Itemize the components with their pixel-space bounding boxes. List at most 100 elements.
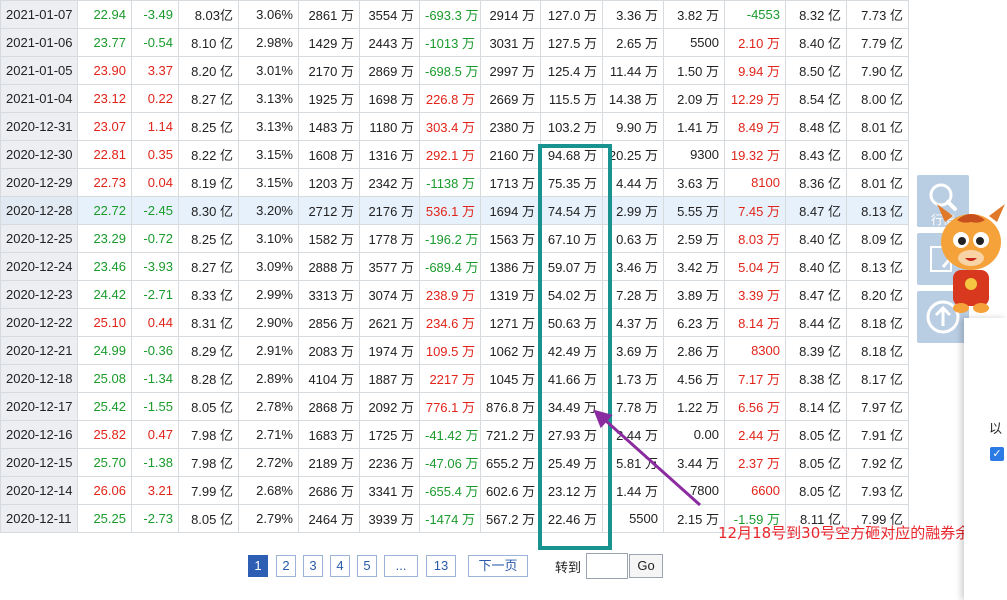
date-cell: 2020-12-28 [0,196,78,225]
page-button[interactable]: 5 [357,555,377,577]
back-to-top-button[interactable] [917,291,969,343]
value-cell: 8.25 亿 [178,224,239,253]
value-cell: 7.90 亿 [846,56,909,85]
value-cell: 2.90% [238,308,299,337]
value-cell: 7.92 亿 [846,448,909,477]
value-cell: 3313 万 [298,280,360,309]
value-cell: 50.63 万 [540,308,603,337]
table-row: 2020-12-15 25.70 -1.38 7.98 亿 2.72% 2189 万 223… [0,448,909,477]
value-cell: 34.49 万 [540,392,603,421]
value-cell: 7.99 亿 [846,504,909,533]
value-cell: 2712 万 [298,196,360,225]
goto-label: 转到 [555,560,582,575]
popup-checkbox[interactable]: ✓ [990,447,1004,461]
page-button[interactable]: 1 [248,555,268,577]
value-cell: 2236 万 [359,448,420,477]
page-button[interactable]: 3 [303,555,323,577]
value-cell: 0.44 [131,308,179,337]
value-cell: 2.10 万 [724,28,786,57]
value-cell: 8.22 亿 [178,140,239,169]
date-cell: 2020-12-21 [0,336,78,365]
value-cell: 54.02 万 [540,280,603,309]
value-cell: 127.5 万 [540,28,603,57]
table-row: 2021-01-06 23.77 -0.54 8.10 亿 2.98% 1429 万 244… [0,28,909,57]
value-cell: 19.32 万 [724,140,786,169]
value-cell: 2868 万 [298,392,360,421]
value-cell: -1474 万 [419,504,481,533]
value-cell: 8.05 亿 [785,448,847,477]
value-cell: 7.79 亿 [846,28,909,57]
value-cell: 7.98 亿 [178,448,239,477]
value-cell: 9.94 万 [724,56,786,85]
date-cell: 2020-12-16 [0,420,78,449]
value-cell: 1563 万 [480,224,541,253]
date-cell: 2020-12-14 [0,476,78,505]
value-cell: 8.33 亿 [178,280,239,309]
value-cell: -1138 万 [419,168,481,197]
value-cell: 3.09% [238,252,299,281]
value-cell: -0.36 [131,336,179,365]
value-cell: 2.68% [238,476,299,505]
table-row: 2020-12-21 24.99 -0.36 8.29 亿 2.91% 2083 万 197… [0,336,909,365]
value-cell: 22.94 [77,0,132,29]
arrow-up-icon [926,300,960,334]
value-cell: 8.30 亿 [178,196,239,225]
value-cell: 5500 [663,28,725,57]
value-cell: 3.82 万 [663,0,725,29]
value-cell: 12.29 万 [724,84,786,113]
value-cell: 1608 万 [298,140,360,169]
table-body: 2021-01-07 22.94 -3.49 8.03亿 3.06% 2861 万 3554… [0,0,909,533]
value-cell: 2914 万 [480,0,541,29]
date-cell: 2020-12-24 [0,252,78,281]
page-button[interactable]: 2 [276,555,296,577]
value-cell: 2861 万 [298,0,360,29]
date-cell: 2020-12-15 [0,448,78,477]
value-cell: 1.22 万 [663,392,725,421]
value-cell: 8.05 亿 [785,420,847,449]
goto-page-input[interactable] [586,553,628,579]
value-cell: 2342 万 [359,168,420,197]
value-cell: 7.98 亿 [178,420,239,449]
page-button[interactable]: 13 [426,555,456,577]
value-cell: 3.36 万 [602,0,664,29]
go-button[interactable]: Go [629,554,663,578]
value-cell: 8.40 亿 [785,28,847,57]
value-cell: 2.99% [238,280,299,309]
search-icon [929,183,957,211]
value-cell: 8.43 亿 [785,140,847,169]
value-cell: -1.55 [131,392,179,421]
value-cell: 3.15% [238,140,299,169]
table-row: 2020-12-11 25.25 -2.73 8.05 亿 2.79% 2464 万 393… [0,504,909,533]
value-cell: 8.39 亿 [785,336,847,365]
value-cell: 3939 万 [359,504,420,533]
value-cell: 4.56 万 [663,364,725,393]
table-row: 2020-12-16 25.82 0.47 7.98 亿 2.71% 1683 万 1725… [0,420,909,449]
value-cell: 7.91 亿 [846,420,909,449]
value-cell: 23.77 [77,28,132,57]
date-cell: 2020-12-29 [0,168,78,197]
value-cell: 3.69 万 [602,336,664,365]
value-cell: 4.37 万 [602,308,664,337]
value-cell: 22.73 [77,168,132,197]
value-cell: 0.22 [131,84,179,113]
table-row: 2020-12-29 22.73 0.04 8.19 亿 3.15% 1203 万 2342… [0,168,909,197]
value-cell: 1698 万 [359,84,420,113]
next-page-button[interactable]: 下一页 [468,555,528,577]
value-cell: 8.14 亿 [785,392,847,421]
value-cell: 3.01% [238,56,299,85]
value-cell: 23.12 [77,84,132,113]
value-cell: 8.20 亿 [846,280,909,309]
page-button[interactable]: 4 [330,555,350,577]
value-cell: 2083 万 [298,336,360,365]
value-cell: 7.93 亿 [846,476,909,505]
value-cell: 8.32 亿 [785,0,847,29]
value-cell: 7.17 万 [724,364,786,393]
value-cell: 5.55 万 [663,196,725,225]
annotation-note: 12月18号到30号空方砸对应的融券余量 [718,524,986,542]
value-cell: -4553 [724,0,786,29]
value-cell: 25.25 [77,504,132,533]
value-cell: 2464 万 [298,504,360,533]
value-cell: 8.31 亿 [178,308,239,337]
value-cell: 292.1 万 [419,140,481,169]
value-cell: 2092 万 [359,392,420,421]
